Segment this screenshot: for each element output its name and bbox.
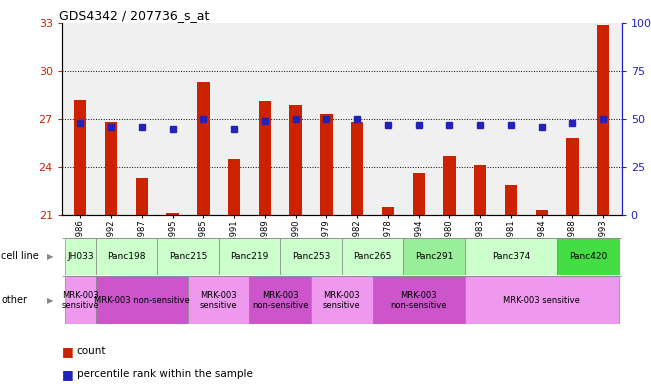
Text: ■: ■ [62, 368, 74, 381]
Text: ▶: ▶ [47, 252, 53, 261]
Bar [566, 138, 579, 215]
Bar [197, 82, 210, 215]
Bar [557, 238, 618, 275]
Bar [96, 238, 157, 275]
Bar [157, 238, 219, 275]
Bar [280, 238, 342, 275]
Text: GDS4342 / 207736_s_at: GDS4342 / 207736_s_at [59, 9, 210, 22]
Bar [465, 238, 557, 275]
Text: cell line: cell line [1, 251, 39, 262]
Bar [96, 276, 188, 324]
Bar [597, 25, 609, 215]
Bar [372, 276, 465, 324]
Bar [536, 210, 548, 215]
Bar [342, 238, 404, 275]
Bar [258, 101, 271, 215]
Bar [167, 214, 179, 215]
Text: ▶: ▶ [47, 296, 53, 305]
Bar [105, 122, 117, 215]
Bar [404, 238, 465, 275]
Bar [188, 276, 249, 324]
Text: Panc374: Panc374 [492, 252, 530, 261]
Text: other: other [1, 295, 27, 306]
Text: JH033: JH033 [67, 252, 94, 261]
Bar [65, 238, 96, 275]
Bar [135, 178, 148, 215]
Bar [465, 276, 618, 324]
Bar [74, 100, 87, 215]
Bar [311, 276, 372, 324]
Bar [290, 105, 302, 215]
Bar [320, 114, 333, 215]
Bar [219, 238, 280, 275]
Bar [443, 156, 456, 215]
Bar [351, 122, 363, 215]
Text: Panc253: Panc253 [292, 252, 330, 261]
Bar [249, 276, 311, 324]
Text: Panc215: Panc215 [169, 252, 207, 261]
Text: MRK-003
sensitive: MRK-003 sensitive [200, 291, 238, 310]
Text: Panc219: Panc219 [230, 252, 269, 261]
Bar [381, 207, 394, 215]
Text: MRK-003
non-sensitive: MRK-003 non-sensitive [252, 291, 309, 310]
Text: MRK-003
non-sensitive: MRK-003 non-sensitive [391, 291, 447, 310]
Text: ■: ■ [62, 345, 74, 358]
Bar [505, 185, 517, 215]
Text: MRK-003 non-sensitive: MRK-003 non-sensitive [94, 296, 189, 305]
Bar [474, 166, 486, 215]
Bar [65, 276, 96, 324]
Text: MRK-003
sensitive: MRK-003 sensitive [323, 291, 361, 310]
Text: Panc291: Panc291 [415, 252, 453, 261]
Text: MRK-003 sensitive: MRK-003 sensitive [503, 296, 580, 305]
Text: percentile rank within the sample: percentile rank within the sample [77, 369, 253, 379]
Text: MRK-003
sensitive: MRK-003 sensitive [61, 291, 99, 310]
Bar [413, 174, 425, 215]
Text: Panc198: Panc198 [107, 252, 146, 261]
Text: Panc420: Panc420 [569, 252, 607, 261]
Bar [228, 159, 240, 215]
Text: count: count [77, 346, 106, 356]
Text: Panc265: Panc265 [353, 252, 392, 261]
